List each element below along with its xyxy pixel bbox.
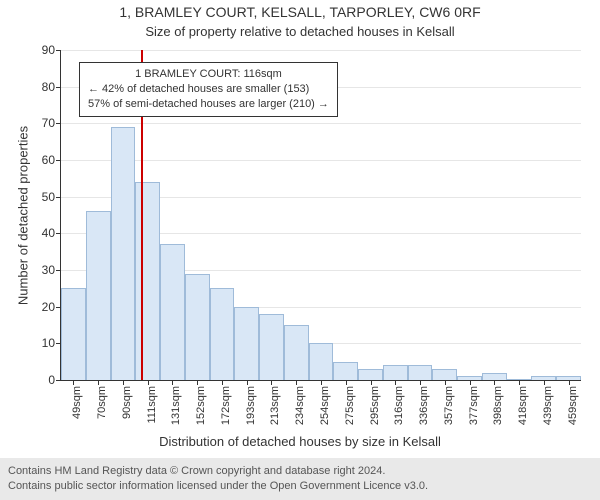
x-tick-mark: [346, 380, 347, 385]
gridline: [61, 50, 581, 51]
x-tick-label: 234sqm: [294, 386, 306, 425]
x-tick-label: 90sqm: [121, 386, 133, 419]
x-tick-label: 70sqm: [96, 386, 108, 419]
page-title: 1, BRAMLEY COURT, KELSALL, TARPORLEY, CW…: [0, 4, 600, 20]
x-tick-label: 131sqm: [170, 386, 182, 425]
x-axis-label: Distribution of detached houses by size …: [0, 434, 600, 449]
x-tick-mark: [321, 380, 322, 385]
y-tick-label: 30: [42, 263, 61, 277]
x-tick-mark: [371, 380, 372, 385]
gridline: [61, 123, 581, 124]
histogram-bar: [185, 274, 210, 380]
annotation-box: 1 BRAMLEY COURT: 116sqm← 42% of detached…: [79, 62, 338, 117]
x-tick-label: 193sqm: [245, 386, 257, 425]
y-tick-label: 70: [42, 116, 61, 130]
y-tick-label: 90: [42, 43, 61, 57]
x-tick-label: 357sqm: [443, 386, 455, 425]
x-tick-mark: [271, 380, 272, 385]
histogram-bar: [284, 325, 309, 380]
histogram-bar: [309, 343, 334, 380]
x-tick-mark: [296, 380, 297, 385]
y-tick-label: 40: [42, 226, 61, 240]
x-tick-label: 49sqm: [71, 386, 83, 419]
x-tick-mark: [445, 380, 446, 385]
x-tick-mark: [98, 380, 99, 385]
x-tick-label: 275sqm: [344, 386, 356, 425]
footer: Contains HM Land Registry data © Crown c…: [0, 458, 600, 500]
x-tick-mark: [197, 380, 198, 385]
x-tick-mark: [420, 380, 421, 385]
y-tick-label: 0: [48, 373, 61, 387]
chart-plot-area: 010203040506070809049sqm70sqm90sqm111sqm…: [60, 50, 581, 381]
x-tick-mark: [148, 380, 149, 385]
histogram-bar: [210, 288, 235, 380]
x-tick-label: 295sqm: [369, 386, 381, 425]
y-tick-label: 10: [42, 336, 61, 350]
x-tick-mark: [544, 380, 545, 385]
histogram-bar: [408, 365, 433, 380]
x-tick-mark: [222, 380, 223, 385]
x-tick-label: 254sqm: [319, 386, 331, 425]
histogram-bar: [86, 211, 111, 380]
histogram-bar: [432, 369, 457, 380]
x-tick-mark: [73, 380, 74, 385]
x-tick-mark: [569, 380, 570, 385]
footer-line-1: Contains HM Land Registry data © Crown c…: [8, 464, 592, 479]
footer-line-2: Contains public sector information licen…: [8, 479, 592, 494]
y-axis-label: Number of detached properties: [16, 106, 31, 326]
y-tick-label: 80: [42, 80, 61, 94]
x-tick-mark: [247, 380, 248, 385]
x-tick-label: 418sqm: [517, 386, 529, 425]
x-tick-label: 111sqm: [146, 386, 158, 424]
histogram-bar: [61, 288, 86, 380]
x-tick-mark: [470, 380, 471, 385]
y-tick-label: 50: [42, 190, 61, 204]
annotation-line: 57% of semi-detached houses are larger (…: [88, 97, 329, 112]
histogram-bar: [358, 369, 383, 380]
x-tick-label: 459sqm: [567, 386, 579, 425]
x-tick-mark: [519, 380, 520, 385]
x-tick-mark: [494, 380, 495, 385]
histogram-bar: [482, 373, 507, 380]
x-tick-label: 172sqm: [220, 386, 232, 425]
x-tick-label: 152sqm: [195, 386, 207, 425]
x-tick-label: 398sqm: [492, 386, 504, 425]
histogram-bar: [135, 182, 160, 380]
histogram-bar: [111, 127, 136, 380]
histogram-bar: [234, 307, 259, 380]
histogram-bar: [160, 244, 185, 380]
x-tick-mark: [395, 380, 396, 385]
annotation-line: 1 BRAMLEY COURT: 116sqm: [88, 67, 329, 82]
x-tick-mark: [123, 380, 124, 385]
histogram-bar: [259, 314, 284, 380]
y-tick-label: 20: [42, 300, 61, 314]
x-tick-label: 316sqm: [393, 386, 405, 425]
histogram-bar: [333, 362, 358, 380]
x-tick-label: 213sqm: [269, 386, 281, 425]
x-tick-label: 377sqm: [468, 386, 480, 425]
histogram-bar: [383, 365, 408, 380]
gridline: [61, 160, 581, 161]
page-subtitle: Size of property relative to detached ho…: [0, 24, 600, 39]
x-tick-label: 336sqm: [418, 386, 430, 425]
x-tick-label: 439sqm: [542, 386, 554, 425]
y-tick-label: 60: [42, 153, 61, 167]
x-tick-mark: [172, 380, 173, 385]
annotation-line: ← 42% of detached houses are smaller (15…: [88, 82, 329, 97]
